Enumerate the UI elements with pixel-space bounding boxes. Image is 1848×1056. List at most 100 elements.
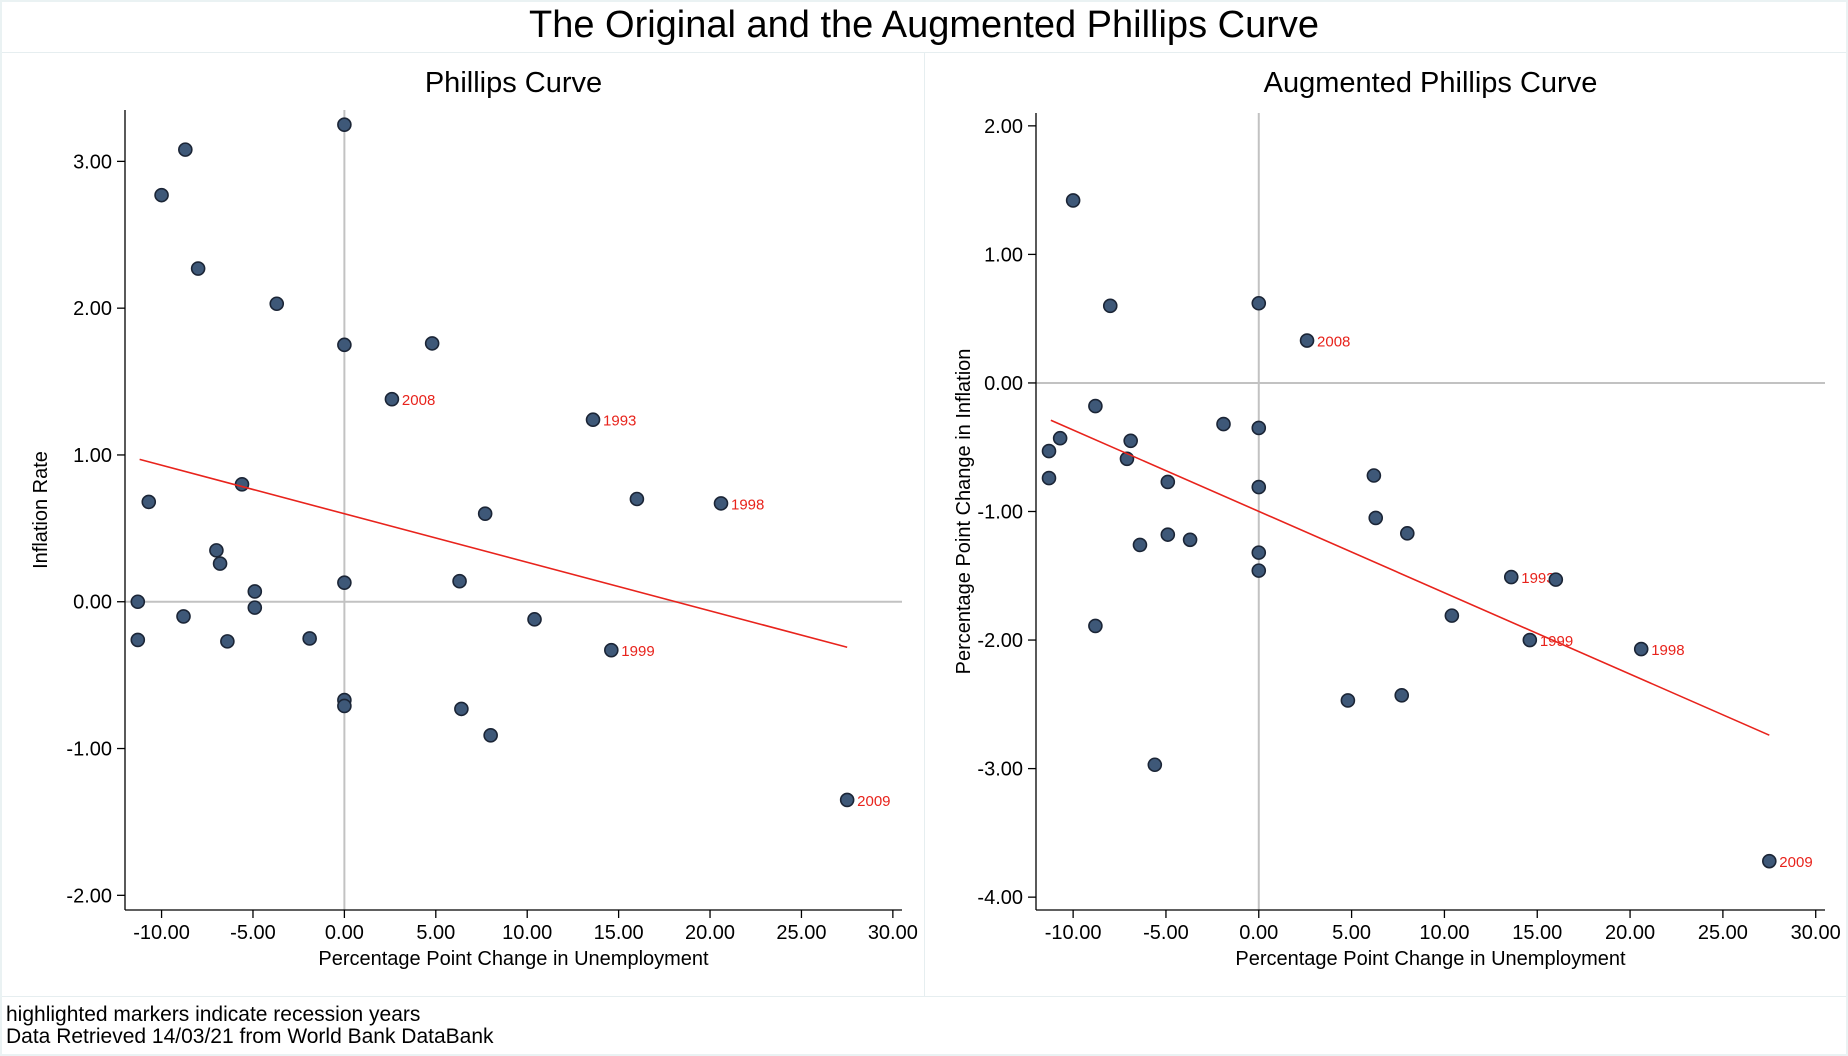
apc-data-point [1052,430,1068,446]
pc-x-tick-label: 10.00 [502,922,552,944]
apc-data-point [1102,298,1118,314]
footnote-source: Data Retrieved 14/03/21 from World Bank … [6,1025,494,1048]
apc-point-label: 2009 [1779,854,1812,871]
apc-data-point [1216,416,1231,432]
pc-data-point [190,261,206,276]
pc-data-point [247,584,263,599]
pc-data-point [629,491,645,507]
apc-x-tick-label: 5.00 [1332,922,1371,944]
pc-point-label: 1993 [603,413,636,430]
apc-y-tick-label: 1.00 [984,244,1023,266]
pc-data-point [337,698,352,714]
pc-data-point [269,296,285,312]
pc-fit-line [139,458,848,649]
apc-data-point [1147,757,1163,773]
apc-y-axis-label: Percentage Point Change in Inflation [953,349,975,675]
apc-data-point [1251,563,1267,578]
apc-x-tick-label: 30.00 [1791,922,1841,944]
pc-x-tick-label: 20.00 [685,922,735,944]
apc-data-point [1444,608,1460,623]
pc-data-point [337,117,352,132]
apc-data-point [1132,537,1148,553]
apc-x-tick-label: -10.00 [1045,922,1102,944]
apc-x-tick-label: 0.00 [1239,922,1278,944]
apc-y-tick-label: -2.00 [977,630,1023,652]
pc-data-point [839,792,855,808]
pc-data-point [176,609,191,624]
pc-data-point [141,494,157,510]
pc-data-point [209,543,224,558]
pc-x-tick-label: -10.00 [133,922,190,944]
apc-point-label: 1993 [1521,570,1554,587]
apc-data-point [1088,398,1103,414]
pc-data-point [384,391,400,407]
pc-title: Phillips Curve [425,67,602,99]
footnote-recession: highlighted markers indicate recession y… [6,1003,421,1026]
pc-data-point [337,337,352,353]
apc-y-tick-label: 0.00 [984,373,1023,395]
apc-data-point [1251,545,1267,560]
pc-x-tick-label: 5.00 [416,922,455,944]
apc-data-point [1368,510,1384,526]
pc-x-tick-label: 0.00 [325,922,364,944]
apc-point-label: 1998 [1651,642,1684,659]
figure-title: The Original and the Augmented Phillips … [528,4,1319,46]
apc-y-tick-label: -3.00 [977,759,1023,781]
apc-y-tick-label: 2.00 [984,116,1023,138]
pc-data-point [483,728,498,743]
pc-x-axis-label: Percentage Point Change in Unemployment [318,948,709,970]
pc-data-point [220,634,235,649]
apc-data-point [1762,853,1777,869]
apc-x-tick-label: 15.00 [1512,922,1562,944]
apc-data-point [1088,618,1103,634]
apc-x-tick-label: 25.00 [1698,922,1748,944]
pc-x-tick-label: 15.00 [594,922,644,944]
pc-x-tick-label: 25.00 [776,922,826,944]
pc-data-point [302,631,317,646]
pc-point-label: 1999 [621,643,654,660]
apc-x-tick-label: 20.00 [1605,922,1655,944]
apc-data-point [1065,193,1081,208]
pc-data-point [452,573,467,589]
apc-data-point [1633,641,1649,657]
pc-data-point [154,187,169,203]
footer-separator [2,996,1846,997]
pc-y-tick-label: 3.00 [73,151,112,173]
pc-data-point [178,142,193,157]
apc-data-point [1299,333,1315,348]
pc-y-tick-label: -2.00 [66,885,112,907]
pc-y-tick-label: 1.00 [73,445,112,467]
apc-data-point [1340,693,1356,708]
apc-data-point [1548,572,1564,587]
apc-data-point [1251,479,1267,495]
apc-data-point [1041,470,1057,486]
apc-data-point [1160,527,1176,542]
pc-x-tick-label: -5.00 [230,922,276,944]
pc-point-label: 1998 [731,496,764,513]
apc-data-point [1041,443,1057,459]
apc-data-point [1503,569,1519,585]
apc-title: Augmented Phillips Curve [1264,67,1598,99]
apc-y-tick-label: -4.00 [977,887,1023,909]
pc-data-point [212,556,228,571]
pc-data-point [337,575,352,590]
pc-y-axis-label: Inflation Rate [30,451,52,569]
apc-fit-line [1050,419,1770,736]
pc-data-point [424,336,440,351]
pc-data-point [454,701,469,717]
pc-y-tick-label: 2.00 [73,298,112,320]
apc-data-point [1123,433,1138,449]
pc-data-point [130,632,146,648]
apc-data-point [1251,420,1267,436]
apc-data-point [1251,295,1267,311]
apc-data-point [1399,526,1415,541]
pc-data-point [247,600,263,615]
pc-point-label: 2009 [857,793,890,810]
apc-data-point [1522,632,1538,648]
apc-y-tick-label: -1.00 [977,502,1023,524]
apc-data-point [1366,468,1382,483]
pc-data-point [604,642,619,658]
apc-data-point [1160,474,1176,490]
pc-x-tick-label: 30.00 [868,922,918,944]
pc-data-point [234,477,250,492]
